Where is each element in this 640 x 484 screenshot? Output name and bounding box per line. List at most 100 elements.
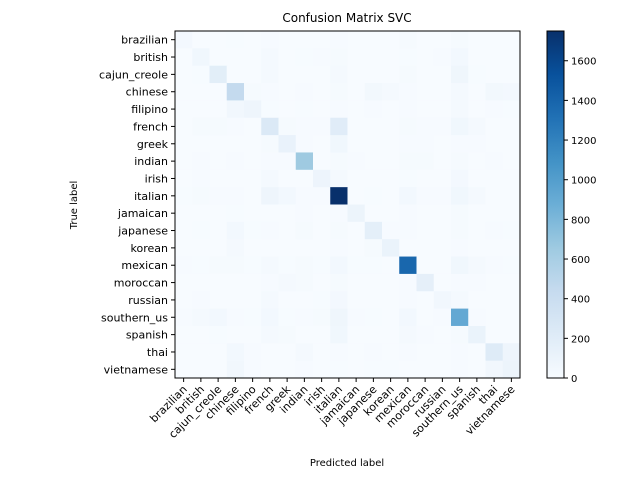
cell-cajun_creole-italian: [330, 65, 348, 84]
cell-japanese-moroccan: [416, 221, 435, 240]
cell-spanish-vietnamese: [502, 325, 521, 344]
y-tick-label-moroccan: moroccan: [114, 277, 168, 290]
cell-french-filipino: [244, 117, 262, 136]
cell-moroccan-russian: [433, 273, 452, 292]
cell-indian-moroccan: [416, 152, 435, 171]
y-tick-label-mexican: mexican: [121, 259, 168, 272]
cell-indian-greek: [278, 152, 297, 171]
cell-brazilian-mexican: [399, 31, 417, 49]
cell-indian-british: [192, 152, 210, 171]
cell-indian-korean: [382, 152, 400, 171]
cell-filipino-french: [261, 100, 279, 119]
cell-spanish-filipino: [244, 325, 262, 344]
cell-korean-brazilian: [175, 239, 193, 257]
x-axis-label: Predicted label: [310, 458, 384, 469]
y-tick-label-korean: korean: [131, 242, 168, 255]
cell-italian-cajun_creole: [209, 187, 228, 205]
cell-vietnamese-indian: [295, 360, 314, 379]
cell-brazilian-japanese: [364, 31, 383, 49]
cell-irish-mexican: [399, 169, 417, 188]
colorbar-tick-label-0: 0: [571, 374, 577, 385]
cell-greek-mexican: [399, 135, 417, 153]
cell-jamaican-greek: [278, 204, 297, 223]
cell-french-japanese: [364, 117, 383, 136]
cell-moroccan-italian: [330, 273, 348, 292]
y-tick-label-spanish: spanish: [126, 329, 168, 342]
cell-italian-thai: [485, 187, 504, 205]
cell-southern_us-french: [261, 308, 279, 327]
y-tick-label-french: french: [133, 120, 168, 133]
cell-filipino-brazilian: [175, 100, 193, 119]
cell-jamaican-brazilian: [175, 204, 193, 223]
cell-korean-spanish: [468, 239, 486, 257]
cell-mexican-filipino: [244, 256, 262, 275]
cell-chinese-spanish: [468, 83, 486, 101]
cell-indian-cajun_creole: [209, 152, 228, 171]
cell-moroccan-thai: [485, 273, 504, 292]
cell-irish-filipino: [244, 169, 262, 188]
cell-vietnamese-british: [192, 360, 210, 379]
cell-british-italian: [330, 48, 348, 67]
cell-moroccan-southern_us: [451, 273, 469, 292]
cell-moroccan-greek: [278, 273, 297, 292]
cell-jamaican-british: [192, 204, 210, 223]
cell-mexican-japanese: [364, 256, 383, 275]
colorbar-tick-label-200: 200: [571, 334, 590, 345]
y-tick-label-russian: russian: [128, 294, 168, 307]
cell-vietnamese-vietnamese: [502, 360, 521, 379]
cell-filipino-korean: [382, 100, 400, 119]
cell-irish-southern_us: [451, 169, 469, 188]
cell-filipino-russian: [433, 100, 452, 119]
cell-irish-korean: [382, 169, 400, 188]
cell-korean-chinese: [226, 239, 245, 257]
cell-brazilian-thai: [485, 31, 504, 49]
cell-british-thai: [485, 48, 504, 67]
cell-thai-moroccan: [416, 343, 435, 362]
cell-southern_us-chinese: [226, 308, 245, 327]
cell-russian-spanish: [468, 291, 486, 309]
cell-russian-japanese: [364, 291, 383, 309]
cell-italian-japanese: [364, 187, 383, 205]
cell-italian-italian: [330, 187, 348, 205]
cell-greek-thai: [485, 135, 504, 153]
cell-southern_us-russian: [433, 308, 452, 327]
plot-frame: [174, 30, 521, 379]
cell-korean-indian: [295, 239, 314, 257]
cell-cajun_creole-cajun_creole: [209, 65, 228, 84]
cell-vietnamese-filipino: [244, 360, 262, 379]
cell-korean-moroccan: [416, 239, 435, 257]
cell-mexican-vietnamese: [502, 256, 521, 275]
cell-indian-jamaican: [347, 152, 366, 171]
y-tick-label-greek: greek: [137, 138, 169, 151]
cell-indian-filipino: [244, 152, 262, 171]
cell-spanish-french: [261, 325, 279, 344]
y-tick-label-filipino: filipino: [131, 103, 168, 116]
cell-british-japanese: [364, 48, 383, 67]
cell-cajun_creole-vietnamese: [502, 65, 521, 84]
cell-french-korean: [382, 117, 400, 136]
cell-filipino-cajun_creole: [209, 100, 228, 119]
cell-spanish-southern_us: [451, 325, 469, 344]
cell-jamaican-italian: [330, 204, 348, 223]
cell-brazilian-vietnamese: [502, 31, 521, 49]
cell-chinese-russian: [433, 83, 452, 101]
cell-cajun_creole-southern_us: [451, 65, 469, 84]
cell-irish-irish: [313, 169, 331, 188]
cell-jamaican-french: [261, 204, 279, 223]
cell-brazilian-southern_us: [451, 31, 469, 49]
cell-brazilian-spanish: [468, 31, 486, 49]
cell-italian-indian: [295, 187, 314, 205]
cell-chinese-vietnamese: [502, 83, 521, 101]
cell-greek-british: [192, 135, 210, 153]
chart-title: Confusion Matrix SVC: [282, 11, 411, 25]
cell-cajun_creole-mexican: [399, 65, 417, 84]
cell-cajun_creole-korean: [382, 65, 400, 84]
cell-indian-indian: [295, 152, 314, 171]
cell-thai-british: [192, 343, 210, 362]
y-tick-label-brazilian: brazilian: [121, 34, 168, 47]
y-tick-label-italian: italian: [134, 190, 168, 203]
cell-filipino-japanese: [364, 100, 383, 119]
cell-thai-korean: [382, 343, 400, 362]
cell-filipino-thai: [485, 100, 504, 119]
